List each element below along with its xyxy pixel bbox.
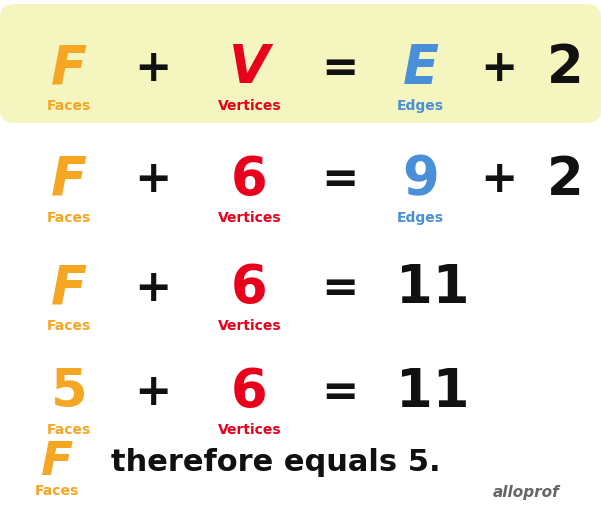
Text: alloprof: alloprof xyxy=(492,484,560,499)
Text: therefore equals 5.: therefore equals 5. xyxy=(111,447,441,477)
Text: =: = xyxy=(321,158,358,200)
Text: 6: 6 xyxy=(231,154,268,205)
Text: Faces: Faces xyxy=(47,99,91,113)
Text: Edges: Edges xyxy=(397,210,444,224)
Text: F: F xyxy=(51,262,87,314)
Text: +: + xyxy=(135,158,172,200)
Text: Vertices: Vertices xyxy=(218,319,281,333)
Text: Vertices: Vertices xyxy=(218,99,281,113)
Text: Faces: Faces xyxy=(47,210,91,224)
FancyBboxPatch shape xyxy=(0,5,601,124)
Text: E: E xyxy=(403,42,439,94)
Text: +: + xyxy=(135,47,172,89)
Text: Edges: Edges xyxy=(397,99,444,113)
Text: 6: 6 xyxy=(231,366,268,417)
Text: 2: 2 xyxy=(546,42,584,94)
Text: Faces: Faces xyxy=(35,483,79,497)
Text: =: = xyxy=(321,267,358,309)
Text: =: = xyxy=(321,370,358,413)
Text: 6: 6 xyxy=(231,262,268,314)
Text: 9: 9 xyxy=(402,154,439,205)
Text: Faces: Faces xyxy=(47,319,91,333)
Text: +: + xyxy=(480,158,517,200)
Text: +: + xyxy=(480,47,517,89)
Text: Faces: Faces xyxy=(47,422,91,436)
Text: F: F xyxy=(51,42,87,94)
Text: F: F xyxy=(51,154,87,205)
Text: 11: 11 xyxy=(396,366,469,417)
Text: 11: 11 xyxy=(396,262,469,314)
Text: +: + xyxy=(135,267,172,309)
Text: 5: 5 xyxy=(51,366,87,417)
Text: +: + xyxy=(135,370,172,413)
Text: Vertices: Vertices xyxy=(218,422,281,436)
Text: Vertices: Vertices xyxy=(218,210,281,224)
Text: V: V xyxy=(229,42,270,94)
Text: =: = xyxy=(321,47,358,89)
Text: F: F xyxy=(41,440,73,484)
Text: 2: 2 xyxy=(546,154,584,205)
